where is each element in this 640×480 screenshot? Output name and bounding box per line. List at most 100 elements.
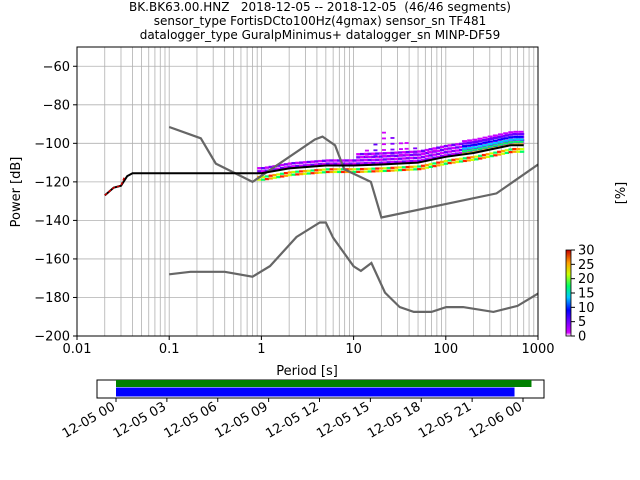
heatmap-cell	[472, 143, 478, 146]
heatmap-cell	[466, 159, 471, 162]
heatmap-cell	[295, 173, 300, 176]
heatmap-cell	[477, 137, 483, 140]
heatmap-cell	[508, 148, 513, 151]
heatmap-cell	[295, 170, 300, 173]
heatmap-cell	[500, 144, 506, 147]
heatmap-cell	[268, 174, 273, 177]
heatmap-cell	[325, 170, 331, 174]
y-tick-label: −120	[34, 175, 70, 190]
heatmap-cell	[299, 164, 304, 167]
heatmap-cell	[436, 155, 441, 159]
heatmap-cell	[404, 153, 409, 156]
heatmap-cell	[373, 149, 378, 152]
heatmap-cell	[363, 158, 369, 162]
heatmap-cell	[310, 169, 315, 172]
heatmap-cell	[394, 157, 399, 161]
time-tick-label: 12-05 00	[60, 399, 118, 441]
heatmap-cell	[447, 150, 452, 153]
heatmap-cell	[379, 161, 384, 164]
heatmap-cell	[455, 149, 460, 152]
heatmap-cell	[439, 151, 445, 155]
heatmap-cell	[443, 151, 449, 154]
heatmap-cell	[439, 160, 445, 163]
heatmap-cell	[500, 137, 506, 141]
heatmap-cell	[409, 165, 414, 168]
heatmap-cell	[489, 146, 494, 149]
heatmap-cell	[340, 159, 346, 162]
heatmap-cell	[291, 165, 296, 168]
heatmap-cell	[455, 143, 460, 146]
heatmap-cell	[447, 144, 452, 147]
heatmap-cell	[401, 166, 407, 169]
heatmap-cell	[504, 149, 509, 152]
heatmap-cell	[321, 159, 327, 163]
heatmap-cell	[272, 176, 277, 179]
heatmap-cell	[337, 168, 342, 171]
heatmap-cell	[516, 147, 521, 151]
heatmap-cell	[398, 153, 403, 156]
x-tick-label: 0.1	[159, 342, 180, 357]
coverage-bar	[116, 387, 515, 397]
heatmap-cell	[325, 168, 331, 171]
heatmap-cell	[439, 154, 445, 158]
heatmap-cell	[325, 159, 331, 162]
heatmap-cell	[295, 161, 300, 165]
heatmap-cell	[409, 156, 414, 160]
heatmap-cell	[367, 170, 372, 173]
heatmap-cell	[382, 169, 388, 173]
heatmap-cell	[333, 168, 338, 171]
heatmap-cell	[401, 151, 407, 154]
heatmap-cell	[470, 147, 475, 150]
heatmap-cell	[390, 154, 395, 157]
heatmap-cell	[381, 143, 386, 146]
heatmap-cell	[417, 165, 422, 168]
heatmap-cell	[401, 154, 407, 157]
heatmap-cell	[503, 137, 509, 140]
heatmap-cell	[260, 178, 266, 181]
heatmap-cell	[455, 146, 460, 149]
heatmap-cell	[513, 138, 519, 141]
x-tick-label: 0.01	[63, 342, 92, 357]
grid-lines	[76, 47, 538, 337]
heatmap-cell	[424, 148, 430, 152]
heatmap-cell	[287, 165, 292, 168]
heatmap-cell	[329, 170, 334, 174]
heatmap-cell	[443, 159, 449, 163]
heatmap-cell	[264, 166, 270, 169]
heatmap-cell	[333, 159, 338, 162]
heatmap-cell	[492, 134, 498, 137]
heatmap-cell	[394, 169, 399, 172]
heatmap-cell	[371, 161, 376, 165]
chart-title-line-3: datalogger_type GuralpMinimus+ datalogge…	[139, 28, 501, 42]
heatmap-cell	[420, 149, 426, 153]
heatmap-cell	[413, 168, 418, 171]
heatmap-cell	[386, 158, 391, 161]
heatmap-cell	[321, 168, 327, 171]
heatmap-cell	[409, 153, 414, 157]
heatmap-cell	[472, 138, 478, 141]
x-axis-ticks: 0.01 0.1 1 10 100 1000	[63, 336, 555, 357]
coverage-bar	[116, 380, 532, 387]
heatmap-cell	[318, 171, 323, 174]
heatmap-cell	[280, 163, 285, 167]
series-line-nhnm	[168, 125, 538, 219]
heatmap-cell	[472, 148, 478, 151]
heatmap-cell	[404, 142, 409, 144]
heatmap-cell	[500, 141, 506, 144]
heatmap-cell	[432, 156, 437, 159]
heatmap-cell	[329, 168, 334, 171]
heatmap-cell	[318, 163, 323, 166]
heatmap-cell	[455, 160, 460, 164]
heatmap-cell	[413, 165, 418, 168]
heatmap-cell	[443, 147, 449, 151]
heatmap-cell	[482, 139, 488, 142]
heatmap-cell	[513, 133, 519, 136]
heatmap-cell	[481, 156, 487, 159]
heatmap-cell	[497, 141, 502, 145]
heatmap-cell	[306, 172, 311, 175]
heatmap-cell	[508, 136, 514, 139]
heatmap-cell	[340, 170, 346, 174]
colorbar	[565, 249, 572, 337]
y-tick-label: −80	[43, 98, 70, 113]
